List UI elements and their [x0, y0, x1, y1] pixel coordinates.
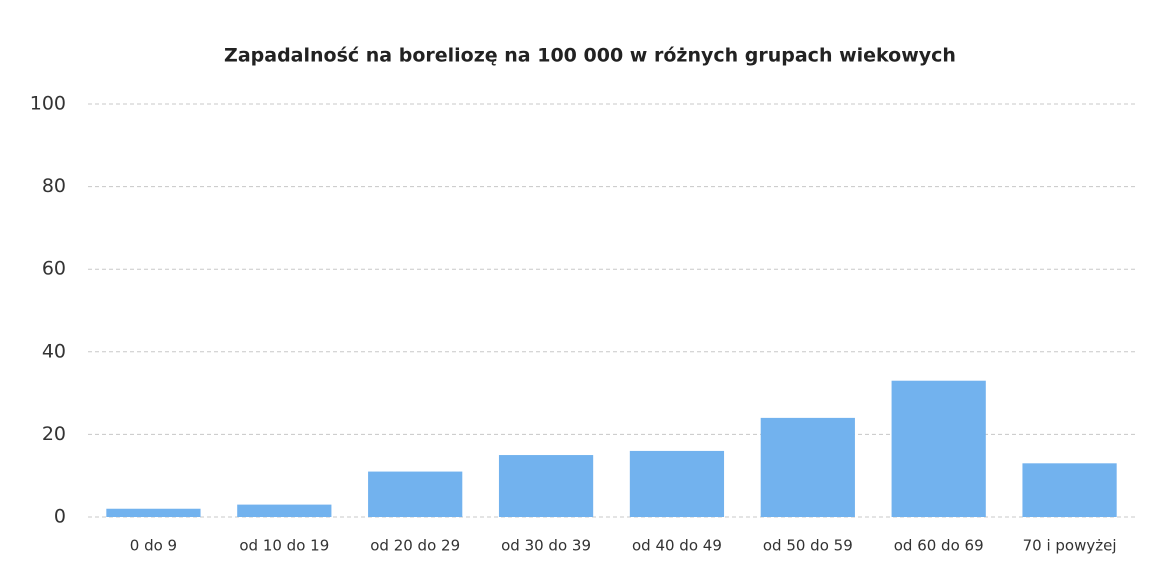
- bar: [891, 380, 986, 517]
- chart-title: Zapadalność na boreliozę na 100 000 w ró…: [224, 45, 956, 67]
- y-tick-label: 60: [42, 258, 66, 280]
- x-tick-label: od 50 do 59: [763, 537, 853, 555]
- x-tick-label: 0 do 9: [130, 537, 177, 555]
- bar: [629, 450, 725, 517]
- x-tick-label: od 60 do 69: [894, 537, 984, 555]
- bar: [498, 455, 594, 517]
- y-tick-label: 100: [30, 93, 66, 115]
- x-tick-label: od 30 do 39: [501, 537, 591, 555]
- y-tick-label: 80: [42, 175, 66, 197]
- x-tick-label: od 40 do 49: [632, 537, 722, 555]
- bar: [1022, 463, 1117, 517]
- y-tick-label: 0: [54, 506, 66, 528]
- y-tick-label: 40: [42, 340, 66, 362]
- x-tick-label: od 20 do 29: [370, 537, 460, 555]
- y-tick-label: 20: [42, 423, 66, 445]
- x-tick-label: od 10 do 19: [239, 537, 329, 555]
- x-tick-label: 70 i powyżej: [1023, 537, 1117, 555]
- bar: [760, 417, 855, 517]
- bar: [368, 471, 463, 517]
- bar: [237, 504, 332, 517]
- bar: [106, 508, 201, 517]
